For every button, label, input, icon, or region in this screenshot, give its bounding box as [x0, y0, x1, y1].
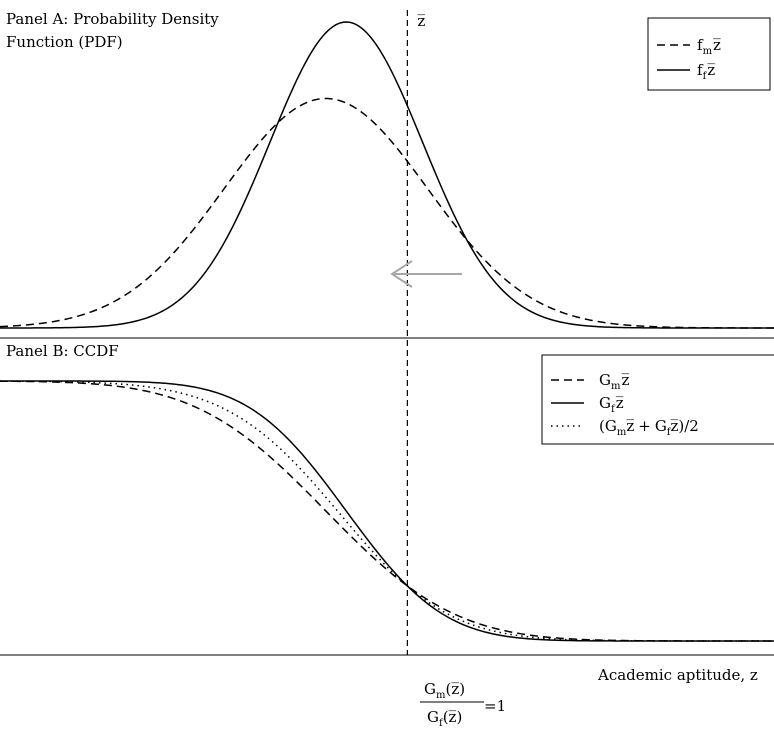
legend-fm-label: fmz̅ [697, 36, 721, 57]
ratio-denominator: Gf(z̅) [427, 708, 462, 729]
panel-b-title: Panel B: CCDF [6, 342, 119, 360]
pdf-plot-area [0, 21, 774, 329]
panel-a-title-line1: Panel A: Probability Density [6, 10, 219, 28]
pdf-series-f_f [0, 21, 774, 329]
panel-a-title-line2: Function (PDF) [6, 33, 123, 51]
legend-gm-label: Gmz̅ [599, 371, 629, 392]
legend-avg-label: (Gmz̅ + Gfz̅)/2 [599, 417, 699, 438]
ccdf-series-G_f [0, 380, 774, 642]
ratio-rhs: =1 [484, 697, 506, 715]
ccdf-plot-area [0, 380, 774, 642]
shift-arrow [390, 260, 462, 288]
panel-b-legend: Gmz̅ Gfz̅ (Gmz̅ + Gfz̅)/2 [541, 354, 774, 445]
x-axis-label: Academic aptitude, z [597, 666, 758, 684]
legend-ff-label: ffz̅ [697, 61, 715, 82]
panel-a-legend: fmz̅ ffz̅ [647, 17, 771, 91]
pdf-series-f_m [0, 97, 774, 329]
legend-gf-label: Gfz̅ [599, 394, 624, 415]
ratio-annotation: Gm(z̅) Gf(z̅) =1 [420, 680, 506, 729]
ratio-numerator: Gm(z̅) [424, 680, 465, 701]
threshold-label: z̅ [417, 12, 425, 30]
